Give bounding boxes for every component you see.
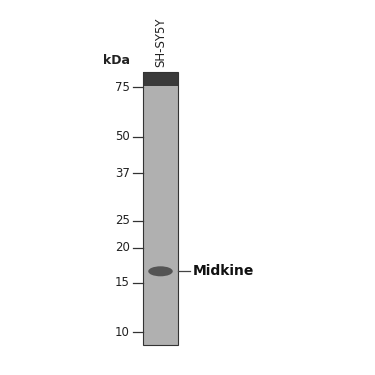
Text: 50: 50 (115, 130, 130, 143)
Text: SH-SY5Y: SH-SY5Y (154, 18, 167, 67)
Text: kDa: kDa (103, 54, 130, 67)
Ellipse shape (148, 266, 173, 276)
Text: 15: 15 (115, 276, 130, 290)
Text: 37: 37 (115, 166, 130, 180)
Text: 10: 10 (115, 326, 130, 339)
Text: 25: 25 (115, 214, 130, 227)
Bar (143, 72, 178, 86)
Text: Midkine: Midkine (193, 264, 254, 278)
Text: 75: 75 (115, 81, 130, 94)
Text: 20: 20 (115, 242, 130, 254)
Bar (143, 72, 178, 345)
Bar (143, 72, 178, 345)
